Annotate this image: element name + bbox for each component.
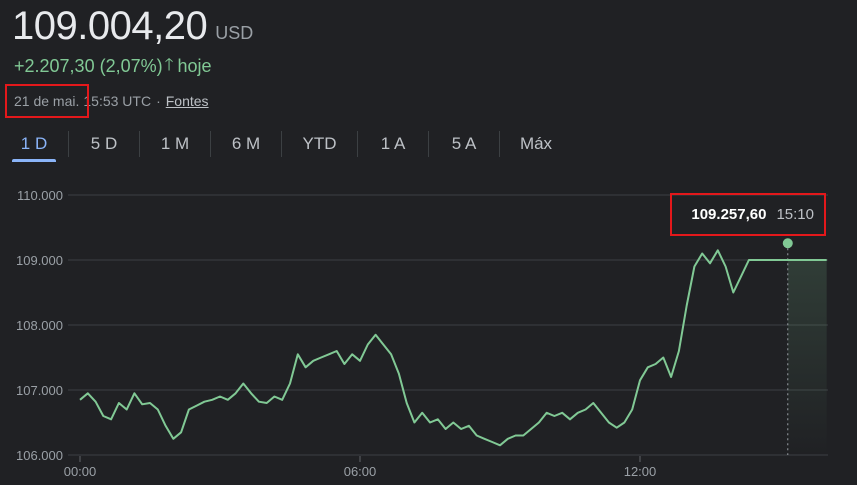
tab-ytd[interactable]: YTD <box>282 124 357 164</box>
tab-max[interactable]: Máx <box>500 124 572 164</box>
hover-point <box>782 238 793 249</box>
price-header: 109.004,20 USD <box>12 4 253 49</box>
tab-divider <box>210 131 211 157</box>
tab-label: 5 A <box>451 134 477 153</box>
price-change: +2.207,30 (2,07%) 🡑 hoje <box>14 52 211 81</box>
tab-label: 1 M <box>160 134 190 153</box>
tab-divider <box>499 131 500 157</box>
tab-label: 5 D <box>90 134 118 153</box>
x-tick-label: 00:00 <box>64 464 97 479</box>
tab-5a[interactable]: 5 A <box>429 124 499 164</box>
sources-link[interactable]: Fontes <box>165 93 209 109</box>
y-tick-label: 106.000 <box>16 448 63 463</box>
tab-1a[interactable]: 1 A <box>358 124 428 164</box>
tab-label: 1 A <box>380 134 406 153</box>
separator-dot: · <box>156 93 161 109</box>
tooltip-time: 15:10 <box>776 206 814 223</box>
tab-label: Máx <box>519 134 553 153</box>
tab-divider <box>281 131 282 157</box>
tab-divider <box>139 131 140 157</box>
hover-fill-area <box>787 243 827 455</box>
arrow-up-icon: 🡑 <box>164 55 174 74</box>
change-period: hoje <box>177 56 212 76</box>
tab-label: YTD <box>302 134 337 153</box>
y-tick-label: 107.000 <box>16 383 63 398</box>
hover-tooltip: 109.257,60 15:10 <box>670 193 826 236</box>
price-chart[interactable]: 110.000 109.000 108.000 107.000 106.00000:00… <box>0 170 857 485</box>
timestamp-date: 21 de mai. <box>14 93 80 109</box>
tab-label: 6 M <box>231 134 261 153</box>
x-tick-label: 12:00 <box>624 464 657 479</box>
tab-1m[interactable]: 1 M <box>140 124 210 164</box>
x-tick-label: 06:00 <box>344 464 377 479</box>
y-tick-label: 109.000 <box>16 253 63 268</box>
tooltip-value: 109.257,60 <box>691 206 767 223</box>
tab-1d[interactable]: 1 D <box>0 124 68 164</box>
tab-5d[interactable]: 5 D <box>69 124 139 164</box>
range-tabs: 1 D 5 D 1 M 6 M YTD 1 A 5 A Máx <box>0 124 572 164</box>
tab-divider <box>68 131 69 157</box>
date-highlight-box <box>5 84 89 118</box>
currency-label: USD <box>215 23 254 43</box>
tab-divider <box>428 131 429 157</box>
tab-label: 1 D <box>20 134 48 153</box>
price-line <box>79 249 827 447</box>
y-tick-label: 110.000 <box>17 188 63 203</box>
timestamp-time: 15:53 UTC <box>83 93 152 109</box>
tab-divider <box>357 131 358 157</box>
y-tick-label: 108.000 <box>16 318 63 333</box>
change-value: +2.207,30 (2,07%) <box>14 56 163 76</box>
tab-6m[interactable]: 6 M <box>211 124 281 164</box>
current-price: 109.004,20 <box>12 4 208 48</box>
timestamp-row: 21 de mai. 15:53 UTC · Fontes <box>14 93 209 109</box>
